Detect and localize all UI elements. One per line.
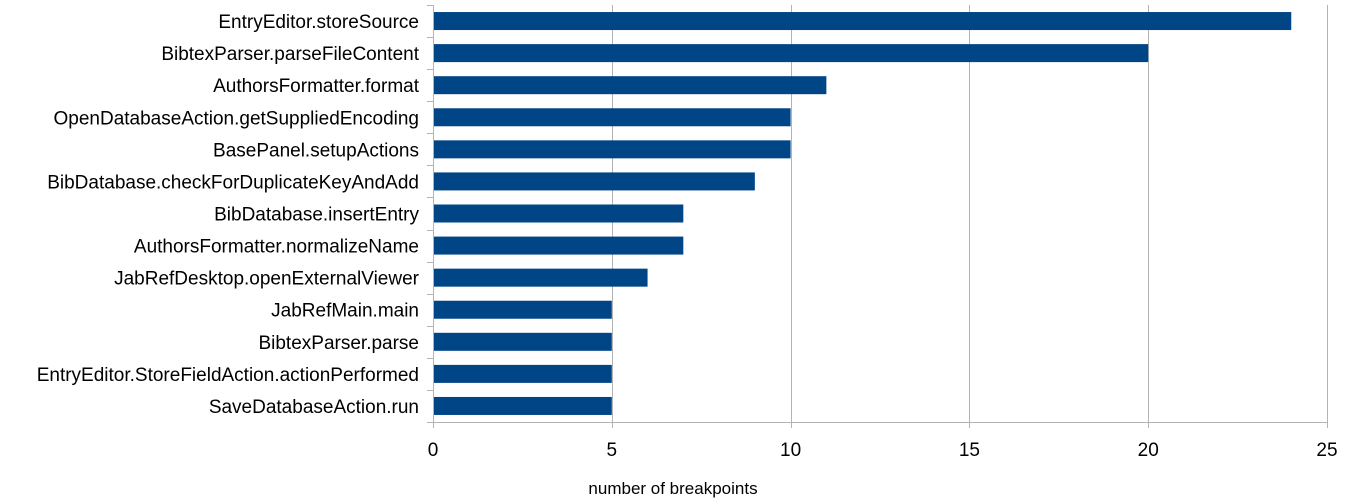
category-label: OpenDatabaseAction.getSuppliedEncoding bbox=[54, 108, 420, 129]
category-label: BibtexParser.parse bbox=[258, 333, 419, 354]
bar bbox=[434, 205, 683, 223]
category-label: AuthorsFormatter.format bbox=[213, 76, 420, 97]
category-label: SaveDatabaseAction.run bbox=[209, 397, 419, 418]
bar bbox=[434, 108, 791, 126]
bar bbox=[434, 44, 1148, 62]
category-label: AuthorsFormatter.normalizeName bbox=[134, 237, 419, 258]
bars bbox=[434, 12, 1291, 415]
bar bbox=[434, 172, 755, 190]
x-axis-title: number of breakpoints bbox=[588, 479, 757, 498]
category-label: BasePanel.setupActions bbox=[213, 140, 419, 161]
category-label: BibDatabase.insertEntry bbox=[214, 205, 419, 226]
bar bbox=[434, 140, 791, 158]
bar bbox=[434, 237, 683, 255]
x-tick-label: 0 bbox=[428, 440, 439, 461]
x-tick-label: 5 bbox=[607, 440, 618, 461]
x-tick-label: 15 bbox=[959, 440, 980, 461]
category-labels: EntryEditor.storeSource BibtexParser.pars… bbox=[37, 12, 420, 418]
bar bbox=[434, 12, 1291, 30]
category-label: EntryEditor.StoreFieldAction.actionPerfo… bbox=[37, 365, 419, 386]
x-tick-label: 25 bbox=[1316, 440, 1337, 461]
x-tick-label: 10 bbox=[780, 440, 801, 461]
x-tick-labels: 0 5 10 15 20 25 bbox=[428, 440, 1338, 461]
bar bbox=[434, 269, 648, 287]
category-label: EntryEditor.storeSource bbox=[218, 12, 419, 33]
bar bbox=[434, 76, 826, 94]
category-label: BibDatabase.checkForDuplicateKeyAndAdd bbox=[47, 172, 419, 193]
bar bbox=[434, 397, 612, 415]
bar bbox=[434, 333, 612, 351]
category-label: BibtexParser.parseFileContent bbox=[161, 44, 419, 65]
category-label: JabRefDesktop.openExternalViewer bbox=[114, 269, 420, 290]
category-label: JabRefMain.main bbox=[271, 301, 419, 322]
bar bbox=[434, 301, 612, 319]
bar bbox=[434, 365, 612, 383]
x-tick-label: 20 bbox=[1138, 440, 1159, 461]
